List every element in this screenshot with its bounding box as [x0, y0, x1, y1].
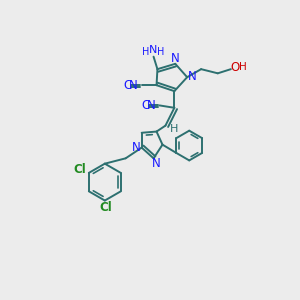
Text: C: C — [142, 99, 150, 112]
Text: N: N — [171, 52, 179, 65]
Text: N: N — [147, 99, 156, 112]
Text: N: N — [149, 44, 158, 55]
Text: H: H — [142, 46, 149, 57]
Text: N: N — [188, 70, 196, 83]
Text: Cl: Cl — [73, 163, 86, 176]
Text: N: N — [152, 157, 160, 170]
Text: Cl: Cl — [99, 201, 112, 214]
Text: H: H — [169, 124, 178, 134]
Text: O: O — [231, 61, 240, 74]
Text: N: N — [129, 79, 138, 92]
Text: H: H — [239, 62, 247, 72]
Text: C: C — [124, 79, 132, 92]
Text: N: N — [132, 141, 141, 154]
Text: H: H — [157, 46, 164, 57]
